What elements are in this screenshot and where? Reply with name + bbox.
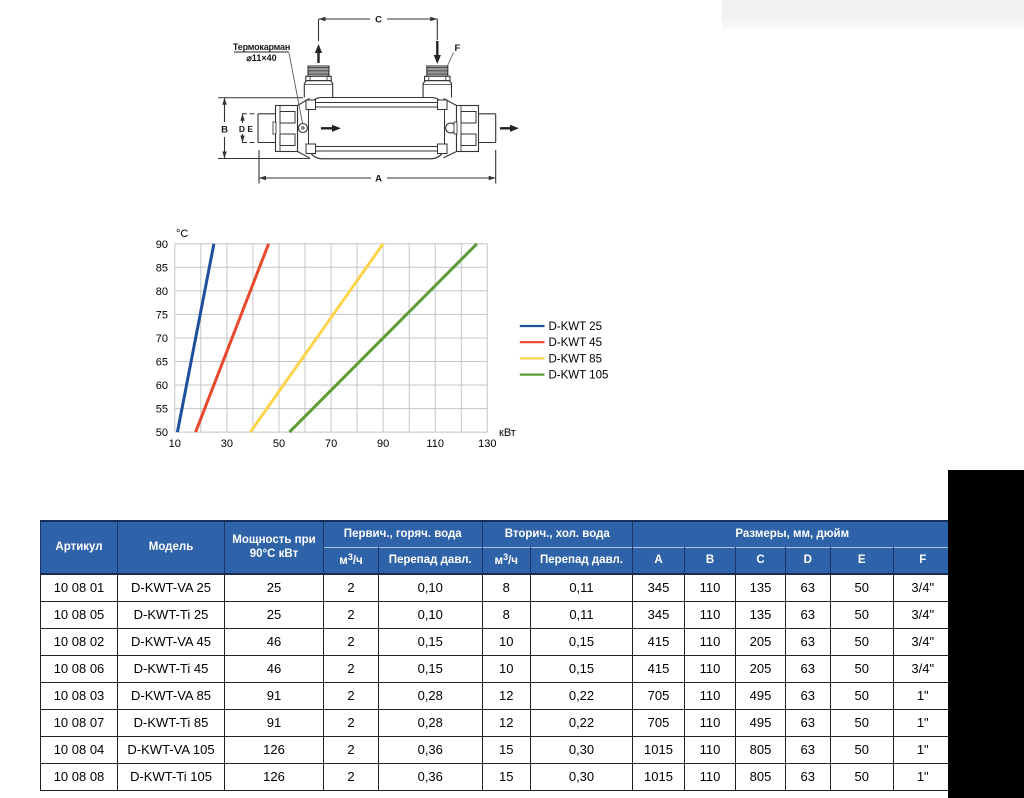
svg-text:10: 10 — [169, 438, 181, 450]
svg-text:90: 90 — [377, 438, 389, 450]
svg-text:110: 110 — [426, 438, 444, 450]
svg-text:130: 130 — [478, 438, 496, 450]
svg-text:C: C — [375, 15, 382, 26]
svg-text:D-KWT 25: D-KWT 25 — [549, 321, 602, 333]
svg-text:85: 85 — [156, 262, 168, 274]
svg-text:B: B — [221, 125, 228, 136]
svg-text:Термокарман: Термокарман — [233, 42, 290, 52]
svg-text:90: 90 — [156, 239, 168, 251]
svg-text:30: 30 — [221, 438, 233, 450]
svg-text:F: F — [455, 43, 461, 54]
svg-text:D-KWT 45: D-KWT 45 — [549, 337, 602, 349]
svg-text:A: A — [375, 174, 382, 185]
svg-text:65: 65 — [156, 357, 168, 369]
svg-text:50: 50 — [273, 438, 285, 450]
svg-text:50: 50 — [156, 427, 168, 439]
svg-text:D-KWT 85: D-KWT 85 — [549, 353, 602, 365]
svg-text:80: 80 — [156, 286, 168, 298]
svg-text:70: 70 — [156, 333, 168, 345]
svg-text:55: 55 — [156, 404, 168, 416]
svg-text:D-KWT 105: D-KWT 105 — [549, 370, 609, 382]
svg-text:70: 70 — [325, 438, 337, 450]
svg-text:D E: D E — [239, 124, 254, 134]
svg-text:75: 75 — [156, 309, 168, 321]
svg-text:⌀11×40: ⌀11×40 — [246, 53, 276, 63]
svg-text:°C: °C — [176, 228, 188, 240]
svg-text:60: 60 — [156, 380, 168, 392]
svg-text:кВт: кВт — [499, 427, 516, 439]
